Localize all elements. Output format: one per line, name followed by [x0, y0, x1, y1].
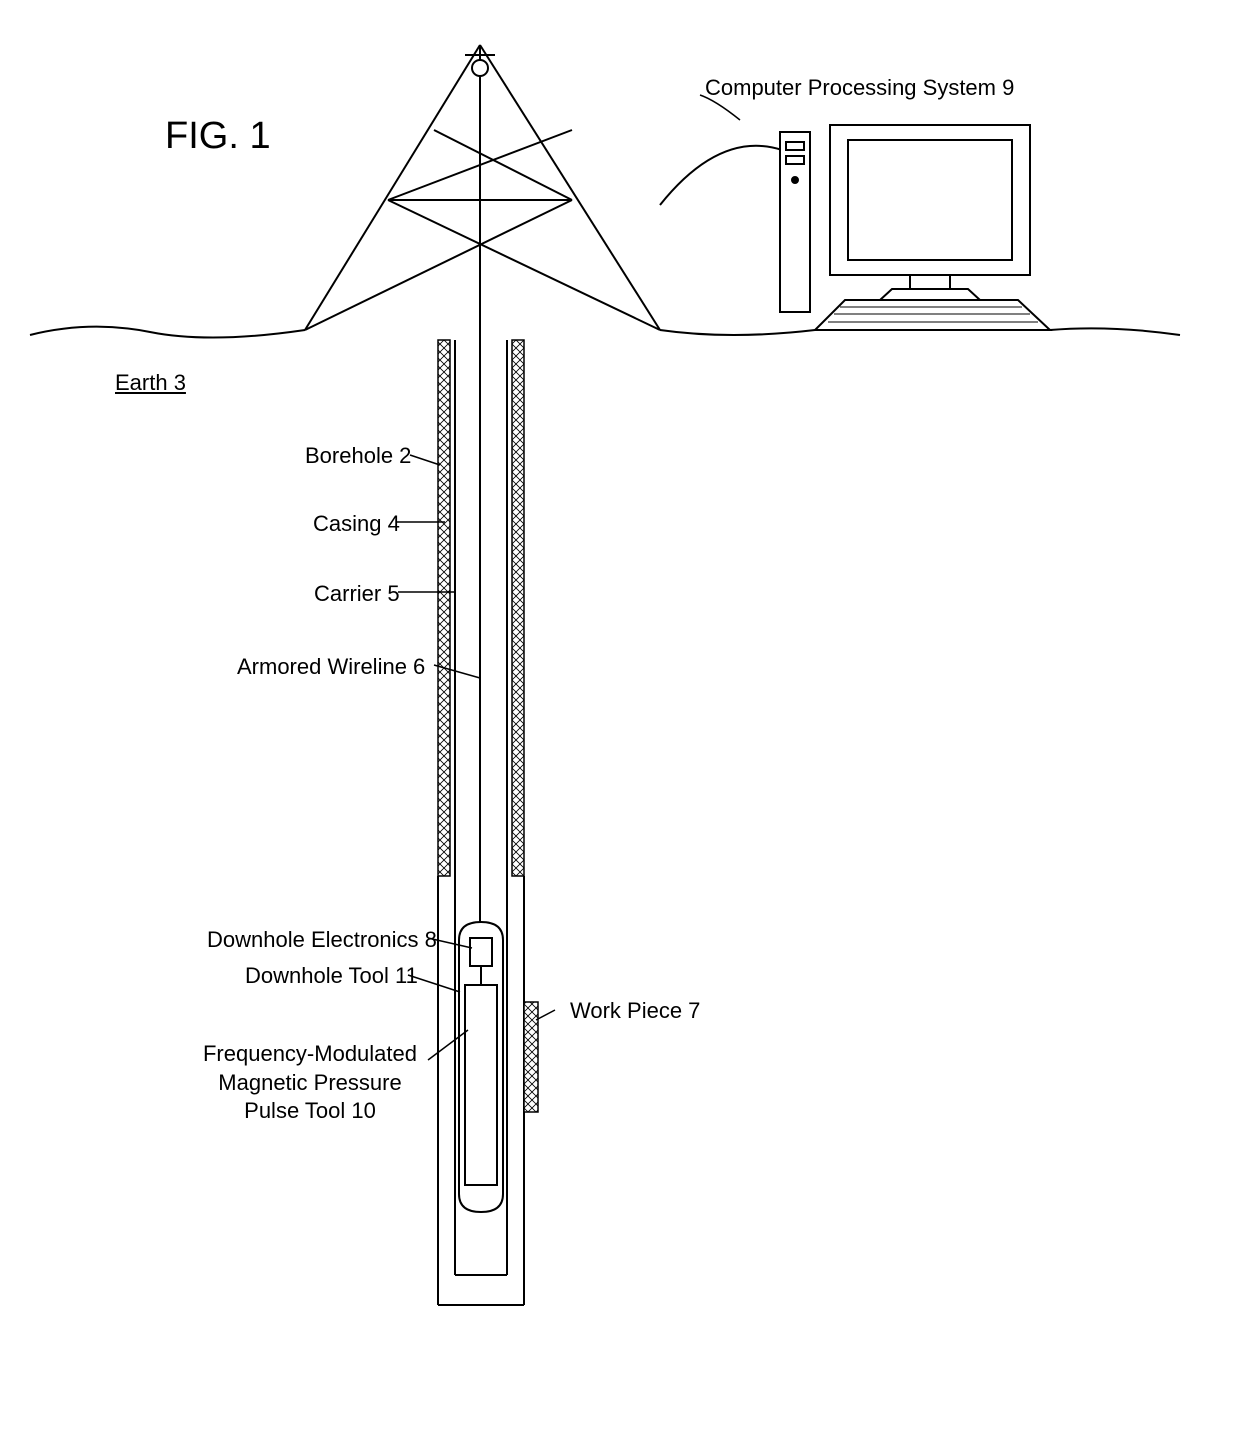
figure-title: FIG. 1: [165, 115, 271, 158]
downhole-tool-label: Downhole Tool 11: [245, 963, 418, 989]
earth-label: Earth 3: [115, 370, 186, 396]
fm-pulse-tool: [465, 985, 497, 1185]
borehole-label: Borehole 2: [305, 443, 411, 469]
fm-tool-label: Frequency-Modulated Magnetic Pressure Pu…: [195, 1040, 425, 1126]
computer-system-label: Computer Processing System 9: [705, 75, 1014, 101]
surface-cable: [660, 146, 782, 205]
carrier-label: Carrier 5: [314, 581, 400, 607]
derrick: [305, 45, 660, 330]
work-piece-label: Work Piece 7: [570, 998, 700, 1024]
figure-1-diagram: FIG. 1 Earth 3 Computer Processing Syste…: [0, 0, 1240, 1452]
fm-tool-label-line3: Pulse Tool 10: [244, 1098, 376, 1123]
electronics-label: Downhole Electronics 8: [207, 927, 437, 953]
wireline-label: Armored Wireline 6: [237, 654, 425, 680]
work-piece: [524, 1002, 538, 1112]
pulley: [472, 45, 488, 76]
computer-icon: [780, 125, 1050, 330]
diagram-svg: [0, 0, 1240, 1452]
fm-tool-label-line2: Magnetic Pressure: [218, 1070, 401, 1095]
casing-label: Casing 4: [313, 511, 400, 537]
fm-tool-label-line1: Frequency-Modulated: [203, 1041, 417, 1066]
